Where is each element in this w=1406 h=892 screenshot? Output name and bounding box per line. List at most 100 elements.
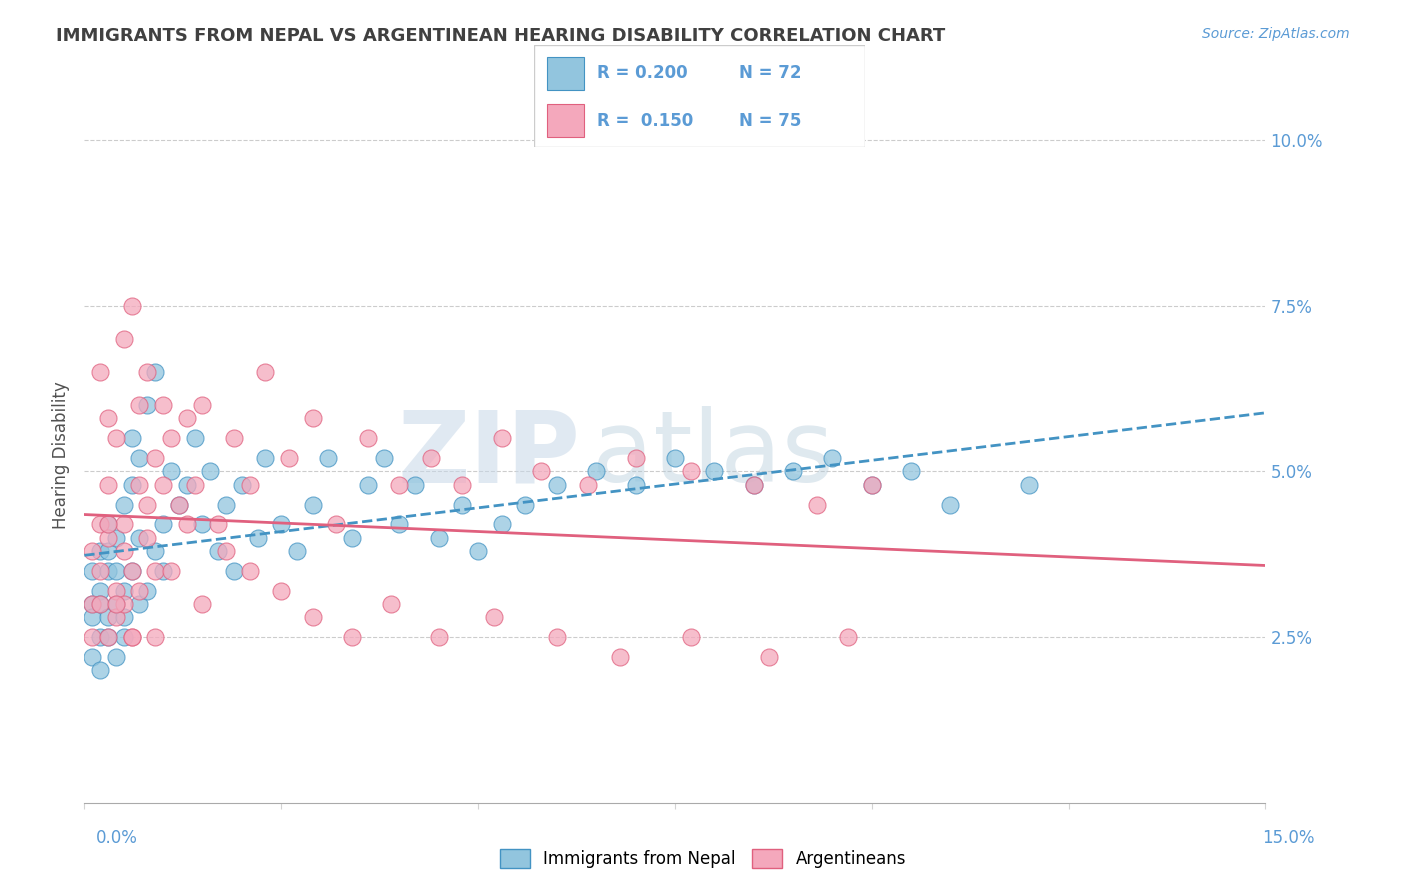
Point [340,531,363,545]
Point [104,650,127,665]
Point [664,451,686,466]
Text: R = 0.200: R = 0.200 [598,64,688,82]
Point [285,544,308,558]
Point [136,498,159,512]
Point [191,517,214,532]
Point [703,465,725,479]
Point [152,398,174,412]
Bar [547,104,583,137]
Text: N = 72: N = 72 [740,64,801,82]
Point [97,630,120,644]
Point [388,477,411,491]
Point [207,544,229,558]
Point [82,630,104,644]
Text: 15.0%: 15.0% [1263,829,1315,847]
Point [183,477,205,491]
Point [89,583,111,598]
Point [246,531,269,545]
Point [89,517,111,532]
Point [128,451,150,466]
Text: 0.0%: 0.0% [96,829,138,847]
Point [301,498,323,512]
Point [900,465,922,479]
Point [254,365,277,379]
Text: ZIP: ZIP [398,407,581,503]
Point [301,610,323,624]
Point [427,531,450,545]
Point [104,583,127,598]
Point [143,544,166,558]
Point [742,477,765,491]
Point [82,597,104,611]
Point [82,610,104,624]
Point [82,564,104,578]
Point [530,465,553,479]
Point [128,583,150,598]
Point [222,564,245,578]
Point [222,431,245,445]
Point [546,477,568,491]
Point [112,610,135,624]
Point [112,544,135,558]
Point [121,630,143,644]
Point [191,398,214,412]
Point [176,517,198,532]
Point [491,517,513,532]
Point [340,630,363,644]
Point [97,517,120,532]
Point [427,630,450,644]
Point [104,597,127,611]
Point [167,498,190,512]
Point [82,597,104,611]
Point [160,564,183,578]
Point [624,477,647,491]
Point [176,411,198,425]
Point [104,531,127,545]
Point [380,597,402,611]
Point [467,544,489,558]
Text: N = 75: N = 75 [740,112,801,129]
Point [160,465,183,479]
FancyBboxPatch shape [534,45,865,147]
Point [121,431,143,445]
Point [104,597,127,611]
Point [97,544,120,558]
Point [215,498,238,512]
Point [89,544,111,558]
Point [758,650,780,665]
Point [89,663,111,677]
Point [679,630,702,644]
Point [152,477,174,491]
Point [419,451,441,466]
Point [239,564,262,578]
Point [97,411,120,425]
Point [231,477,253,491]
Bar [547,57,583,90]
Point [357,477,380,491]
Point [679,465,702,479]
Point [121,630,143,644]
Point [404,477,426,491]
Point [176,477,198,491]
Point [270,517,292,532]
Point [104,610,127,624]
Point [112,583,135,598]
Point [515,498,537,512]
Point [143,451,166,466]
Point [143,564,166,578]
Point [128,531,150,545]
Point [624,451,647,466]
Point [860,477,883,491]
Point [207,517,229,532]
Point [112,498,135,512]
Point [136,398,159,412]
Text: Source: ZipAtlas.com: Source: ZipAtlas.com [1202,27,1350,41]
Point [939,498,962,512]
Point [121,564,143,578]
Point [128,398,150,412]
Point [143,365,166,379]
Point [782,465,804,479]
Point [97,630,120,644]
Point [301,411,323,425]
Point [318,451,340,466]
